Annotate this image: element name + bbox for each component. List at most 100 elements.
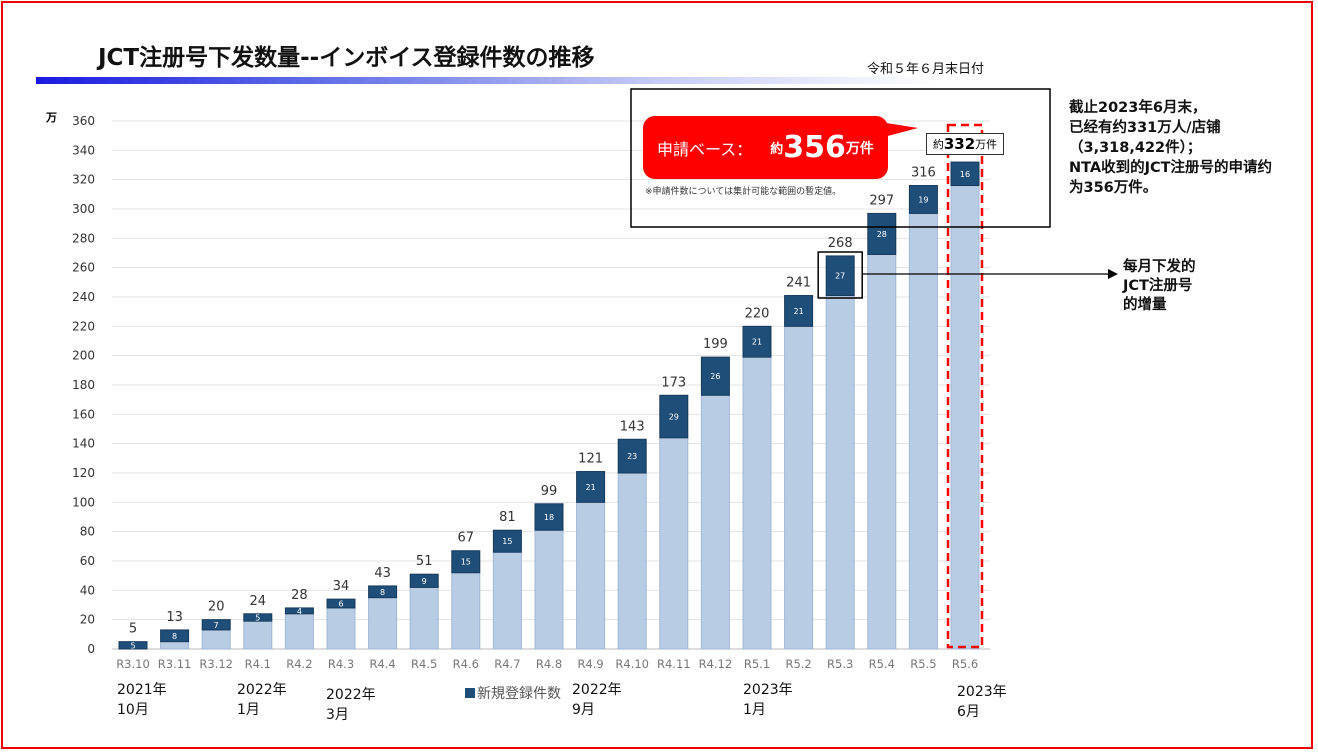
bar-increment — [160, 629, 190, 643]
total-label: 173 — [661, 375, 686, 390]
bar-cumulative — [617, 472, 647, 650]
year: 2022年 — [572, 682, 622, 698]
y-tick-label: 100 — [72, 495, 95, 509]
total-label: 143 — [620, 419, 645, 434]
y-tick-label: 240 — [72, 290, 95, 304]
bar-increment — [617, 438, 647, 474]
year-label: 2023年 6月 — [957, 682, 1007, 722]
total-label: 24 — [250, 594, 267, 609]
x-tick-label: R5.6 — [952, 657, 978, 671]
y-tick-label: 120 — [72, 466, 95, 480]
callout-value: 356 — [783, 130, 846, 165]
bar-cumulative — [492, 551, 522, 650]
y-tick-label: 280 — [72, 231, 95, 245]
increment-label: 21 — [752, 338, 762, 347]
x-tick-label: R5.3 — [827, 657, 853, 671]
arrow-head-icon — [1108, 269, 1118, 279]
bar-cumulative — [243, 620, 273, 650]
bar-cumulative — [659, 437, 689, 650]
increment-label: 28 — [877, 230, 887, 239]
increment-label: 21 — [586, 483, 596, 492]
increment-label: 27 — [835, 272, 845, 281]
y-tick-label: 300 — [72, 202, 95, 216]
bar-increment — [700, 356, 730, 396]
latest-total-box: 約 332 万件 — [926, 133, 1004, 155]
bar-increment — [409, 573, 439, 588]
page-title: JCT注册号下发数量--インボイス登録件数の推移 — [98, 45, 595, 71]
highlight-dashed-box — [946, 123, 984, 649]
y-tick-label: 220 — [72, 319, 95, 333]
latest-value: 332 — [943, 135, 976, 153]
x-tick-label: R4.12 — [699, 657, 733, 671]
y-tick-label: 360 — [72, 114, 95, 128]
x-tick-label: R4.11 — [657, 657, 691, 671]
arrow-label-line: 的增量 — [1123, 297, 1167, 313]
month: 10月 — [117, 702, 149, 718]
bar-increment — [326, 598, 356, 609]
arrow-label-line: JCT注册号 — [1123, 278, 1193, 294]
arrow-label: 每月下发的 JCT注册号 的增量 — [1123, 258, 1196, 315]
y-tick-label: 160 — [72, 407, 95, 421]
y-tick-label: 260 — [72, 261, 95, 275]
bar-increment — [492, 529, 522, 553]
bar-cumulative — [908, 212, 938, 650]
side-note-line: 截止2023年6月末， — [1069, 100, 1207, 116]
total-label: 268 — [828, 236, 853, 251]
bar-cumulative — [326, 607, 356, 650]
increment-label: 19 — [918, 195, 928, 204]
side-note-line: 为356万件。 — [1069, 180, 1158, 196]
increment-label: 9 — [422, 577, 427, 586]
bar-increment — [284, 607, 314, 615]
highlight-box-r53 — [817, 251, 863, 299]
total-label: 99 — [541, 484, 558, 499]
increment-label: 23 — [627, 452, 637, 461]
callout-frame — [630, 88, 1051, 228]
bar-cumulative — [742, 356, 772, 650]
application-callout: 申請ベース： 約 356 万件 — [643, 116, 888, 179]
month: 3月 — [326, 707, 349, 723]
total-label: 220 — [745, 306, 770, 321]
increment-label: 18 — [544, 513, 554, 522]
y-tick-label: 180 — [72, 378, 95, 392]
bar-increment — [576, 471, 606, 503]
bar-cumulative — [284, 613, 314, 650]
increment-label: 29 — [669, 413, 679, 422]
year: 2023年 — [743, 682, 793, 698]
bar-increment — [243, 613, 273, 622]
year: 2021年 — [117, 682, 167, 698]
bar-cumulative — [368, 597, 398, 650]
callout-prefix: 約 — [770, 142, 784, 157]
y-tick-label: 0 — [87, 642, 95, 656]
x-tick-label: R4.4 — [369, 657, 395, 671]
legend-label: 新規登録件数 — [477, 686, 561, 702]
x-tick-label: R5.1 — [744, 657, 770, 671]
as-of-date: 令和５年６月末日付 — [867, 62, 985, 77]
bar-cumulative — [451, 572, 481, 650]
x-tick-label: R3.11 — [158, 657, 192, 671]
x-tick-label: R3.10 — [116, 657, 150, 671]
bar-cumulative — [950, 185, 980, 650]
y-tick-label: 140 — [72, 437, 95, 451]
bar-cumulative — [576, 501, 606, 650]
total-label: 28 — [291, 588, 308, 603]
increment-label: 5 — [130, 641, 135, 650]
increment-label: 16 — [960, 170, 970, 179]
increment-label: 21 — [794, 307, 804, 316]
bar-increment — [201, 619, 231, 631]
x-tick-label: R4.1 — [245, 657, 271, 671]
y-tick-label: 60 — [80, 554, 95, 568]
increment-label: 7 — [214, 621, 219, 630]
bar-cumulative — [700, 394, 730, 650]
side-note: 截止2023年6月末， 已经有约331万人/店铺 （3,318,422件）； N… — [1069, 98, 1272, 198]
bar-increment — [368, 585, 398, 599]
bar-cumulative — [534, 529, 564, 650]
increment-label: 5 — [255, 613, 260, 622]
callout-note: ※申請件数については集計可能な範囲の暫定値。 — [645, 187, 842, 197]
bar-increment — [784, 295, 814, 327]
side-note-line: 已经有约331万人/店铺 — [1069, 120, 1221, 136]
y-tick-label: 200 — [72, 349, 95, 363]
total-label: 316 — [911, 166, 936, 181]
increment-label: 6 — [338, 600, 343, 609]
increment-label: 8 — [172, 632, 177, 641]
x-tick-label: R4.3 — [328, 657, 354, 671]
